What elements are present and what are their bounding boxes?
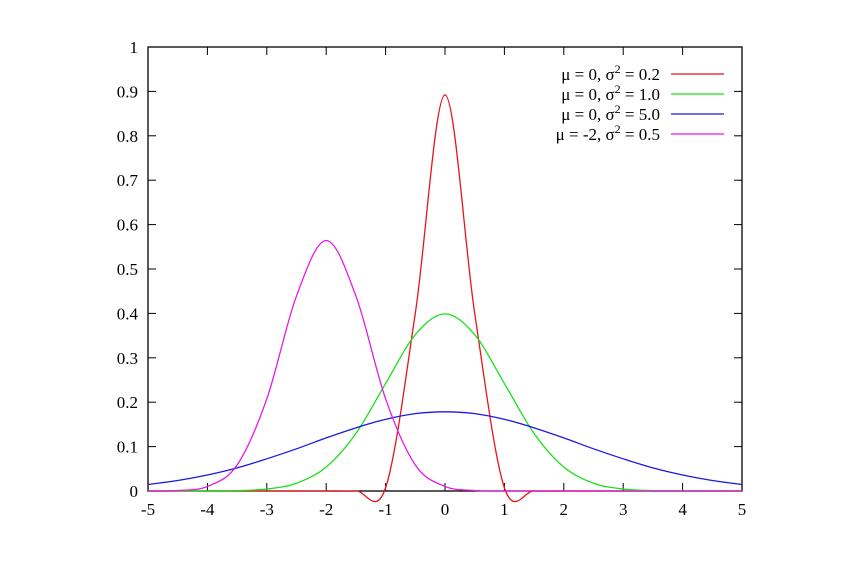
y-tick-label: 1: [130, 38, 139, 57]
series-line-0: [147, 94, 742, 503]
x-tick-label: -4: [200, 500, 215, 519]
legend-entry-label-1: μ = 0, σ2 = 1.0: [561, 82, 660, 104]
y-tick-label: 0.6: [117, 216, 138, 235]
series-curves: [147, 94, 743, 503]
x-tick-label: 4: [678, 500, 687, 519]
x-tick-label: 2: [560, 500, 569, 519]
x-tick-label: 0: [441, 500, 450, 519]
y-tick-label: 0.1: [117, 438, 138, 457]
y-tick-label: 0.3: [117, 349, 138, 368]
y-tick-label: 0.8: [117, 127, 138, 146]
x-tick-label: 5: [738, 500, 747, 519]
series-line-3: [147, 239, 742, 492]
y-tick-label: 0.2: [117, 393, 138, 412]
x-tick-label: 3: [619, 500, 628, 519]
legend-entry-label-2: μ = 0, σ2 = 5.0: [561, 102, 660, 124]
x-tick-label: 1: [500, 500, 509, 519]
y-tick-label: 0: [130, 482, 139, 501]
axes: -5 -4 -3 -2 -1 0 1 2 3 4 5 0 0.1 0.2 0.3 0.4 0.5 0.6 0.7 0.…: [117, 38, 747, 519]
x-tick-label: -5: [141, 500, 155, 519]
legend-entry-label-3: μ = -2, σ2 = 0.5: [556, 122, 660, 144]
x-tick-label: -3: [260, 500, 274, 519]
x-tick-label: -2: [319, 500, 333, 519]
series-line-2: [147, 411, 743, 486]
x-tick-label: -1: [379, 500, 393, 519]
y-tick-label: 0.7: [117, 171, 139, 190]
y-tick-label: 0.9: [117, 82, 138, 101]
y-tick-label: 0.5: [117, 260, 138, 279]
legend-entry-label-0: μ = 0, σ2 = 0.2: [561, 62, 660, 84]
y-tick-label: 0.4: [117, 304, 139, 323]
legend: μ = 0, σ2 = 0.2μ = 0, σ2 = 1.0μ = 0, σ2 …: [556, 62, 724, 144]
